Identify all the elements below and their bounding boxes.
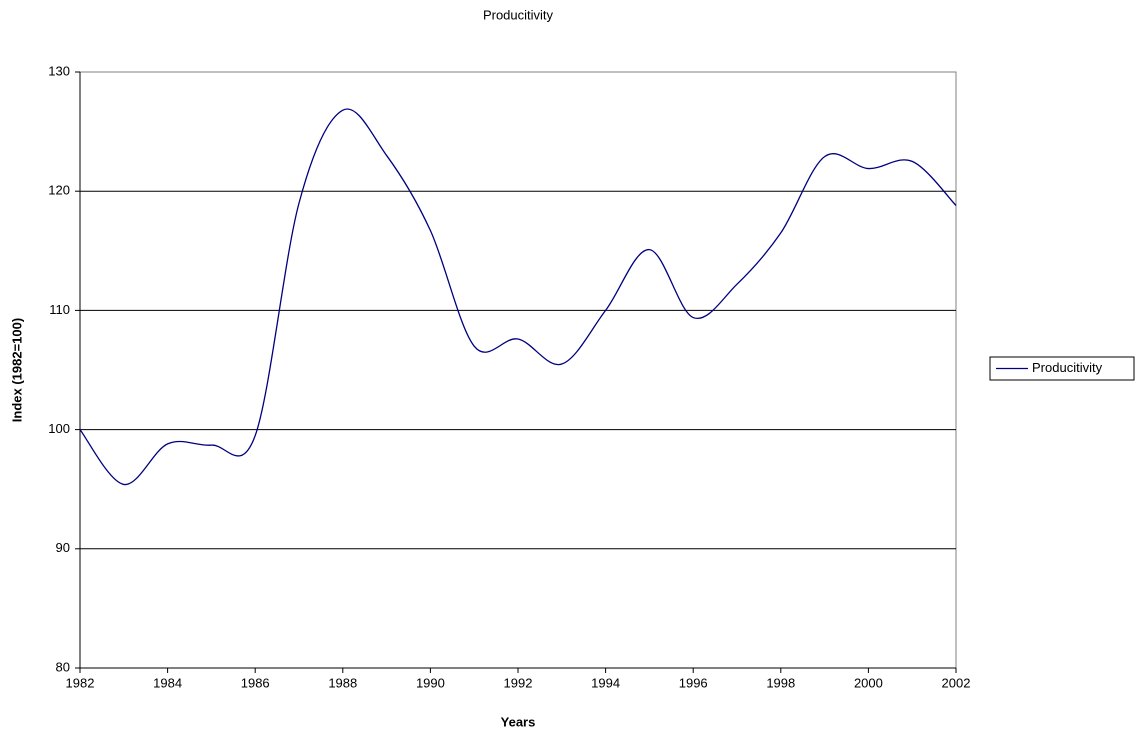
- x-tick-label: 1984: [153, 675, 182, 690]
- y-tick-label: 80: [56, 659, 70, 674]
- legend-label: Producitivity: [1032, 360, 1103, 375]
- plot-area: [79, 71, 957, 669]
- y-tick-label: 120: [48, 183, 70, 198]
- y-tick-label: 130: [48, 63, 70, 78]
- y-axis-label: Index (1982=100): [9, 318, 24, 422]
- x-tick-label: 1998: [766, 675, 795, 690]
- x-tick-label: 1982: [66, 675, 95, 690]
- data-line: [79, 108, 957, 486]
- x-tick-label: 1988: [328, 675, 357, 690]
- x-tick-label: 1996: [679, 675, 708, 690]
- chart-title: Producitivity: [483, 7, 554, 22]
- x-tick-label: 2002: [942, 675, 971, 690]
- y-tick-label: 100: [48, 421, 70, 436]
- y-tick-label: 90: [56, 540, 70, 555]
- legend: [989, 356, 1135, 381]
- x-tick-label: 2000: [854, 675, 883, 690]
- x-tick-label: 1990: [416, 675, 445, 690]
- x-tick-label: 1992: [504, 675, 533, 690]
- x-tick-label: 1986: [241, 675, 270, 690]
- x-tick-label: 1994: [591, 675, 620, 690]
- x-axis-label: Years: [501, 714, 536, 729]
- y-tick-label: 110: [49, 302, 70, 317]
